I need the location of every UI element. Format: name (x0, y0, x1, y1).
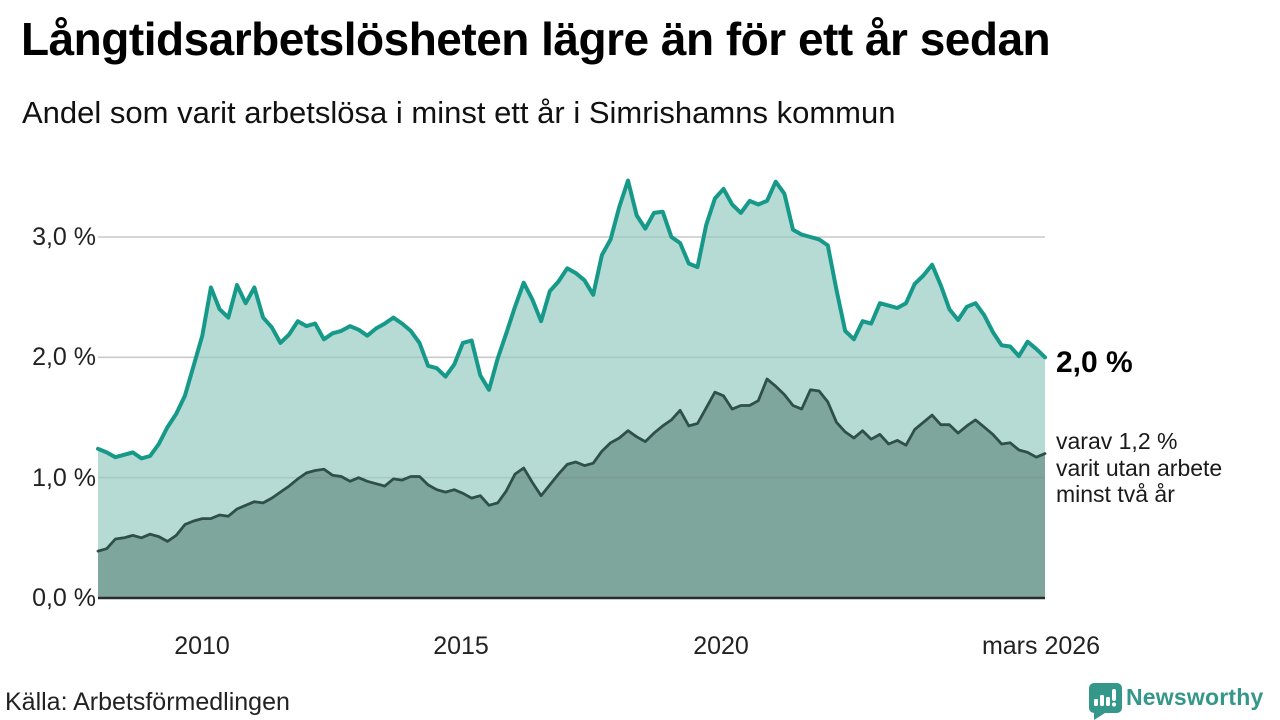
area-fill-two-years (98, 379, 1045, 598)
series-line-two-years (96, 377, 1047, 553)
y-tick-label: 3,0 % (32, 223, 96, 251)
annotation-line-1: varav 1,2 % (1056, 428, 1178, 454)
annotation-line-2: varit utan arbete (1056, 454, 1223, 481)
series-end-value-label: 2,0 % (1056, 346, 1133, 379)
x-tick-label: 2015 (433, 632, 489, 660)
y-tick-label: 1,0 % (32, 463, 96, 492)
source-credit: Källa: Arbetsförmedlingen (5, 688, 290, 716)
series-annotation: varav 1,2 % varit utan arbete minst två … (1056, 428, 1222, 508)
y-tick-label: 0,0 % (32, 584, 96, 612)
newsworthy-logo (1086, 682, 1123, 720)
series-line-one-year (96, 178, 1047, 461)
x-tick-label: mars 2026 (981, 632, 1101, 660)
x-tick-label: 2020 (693, 632, 749, 660)
y-tick-label: 2,0 % (32, 343, 96, 372)
newsworthy-wordmark: Newsworthy (1126, 684, 1264, 710)
x-tick-label: 2010 (174, 632, 230, 660)
page-subtitle: Andel som varit arbetslösa i minst ett å… (22, 95, 896, 130)
newsworthy-logo-icon (1089, 683, 1122, 720)
annotation-line-3: minst två år (1056, 481, 1175, 507)
page-title: Långtidsarbetslösheten lägre än för ett … (21, 13, 1051, 65)
